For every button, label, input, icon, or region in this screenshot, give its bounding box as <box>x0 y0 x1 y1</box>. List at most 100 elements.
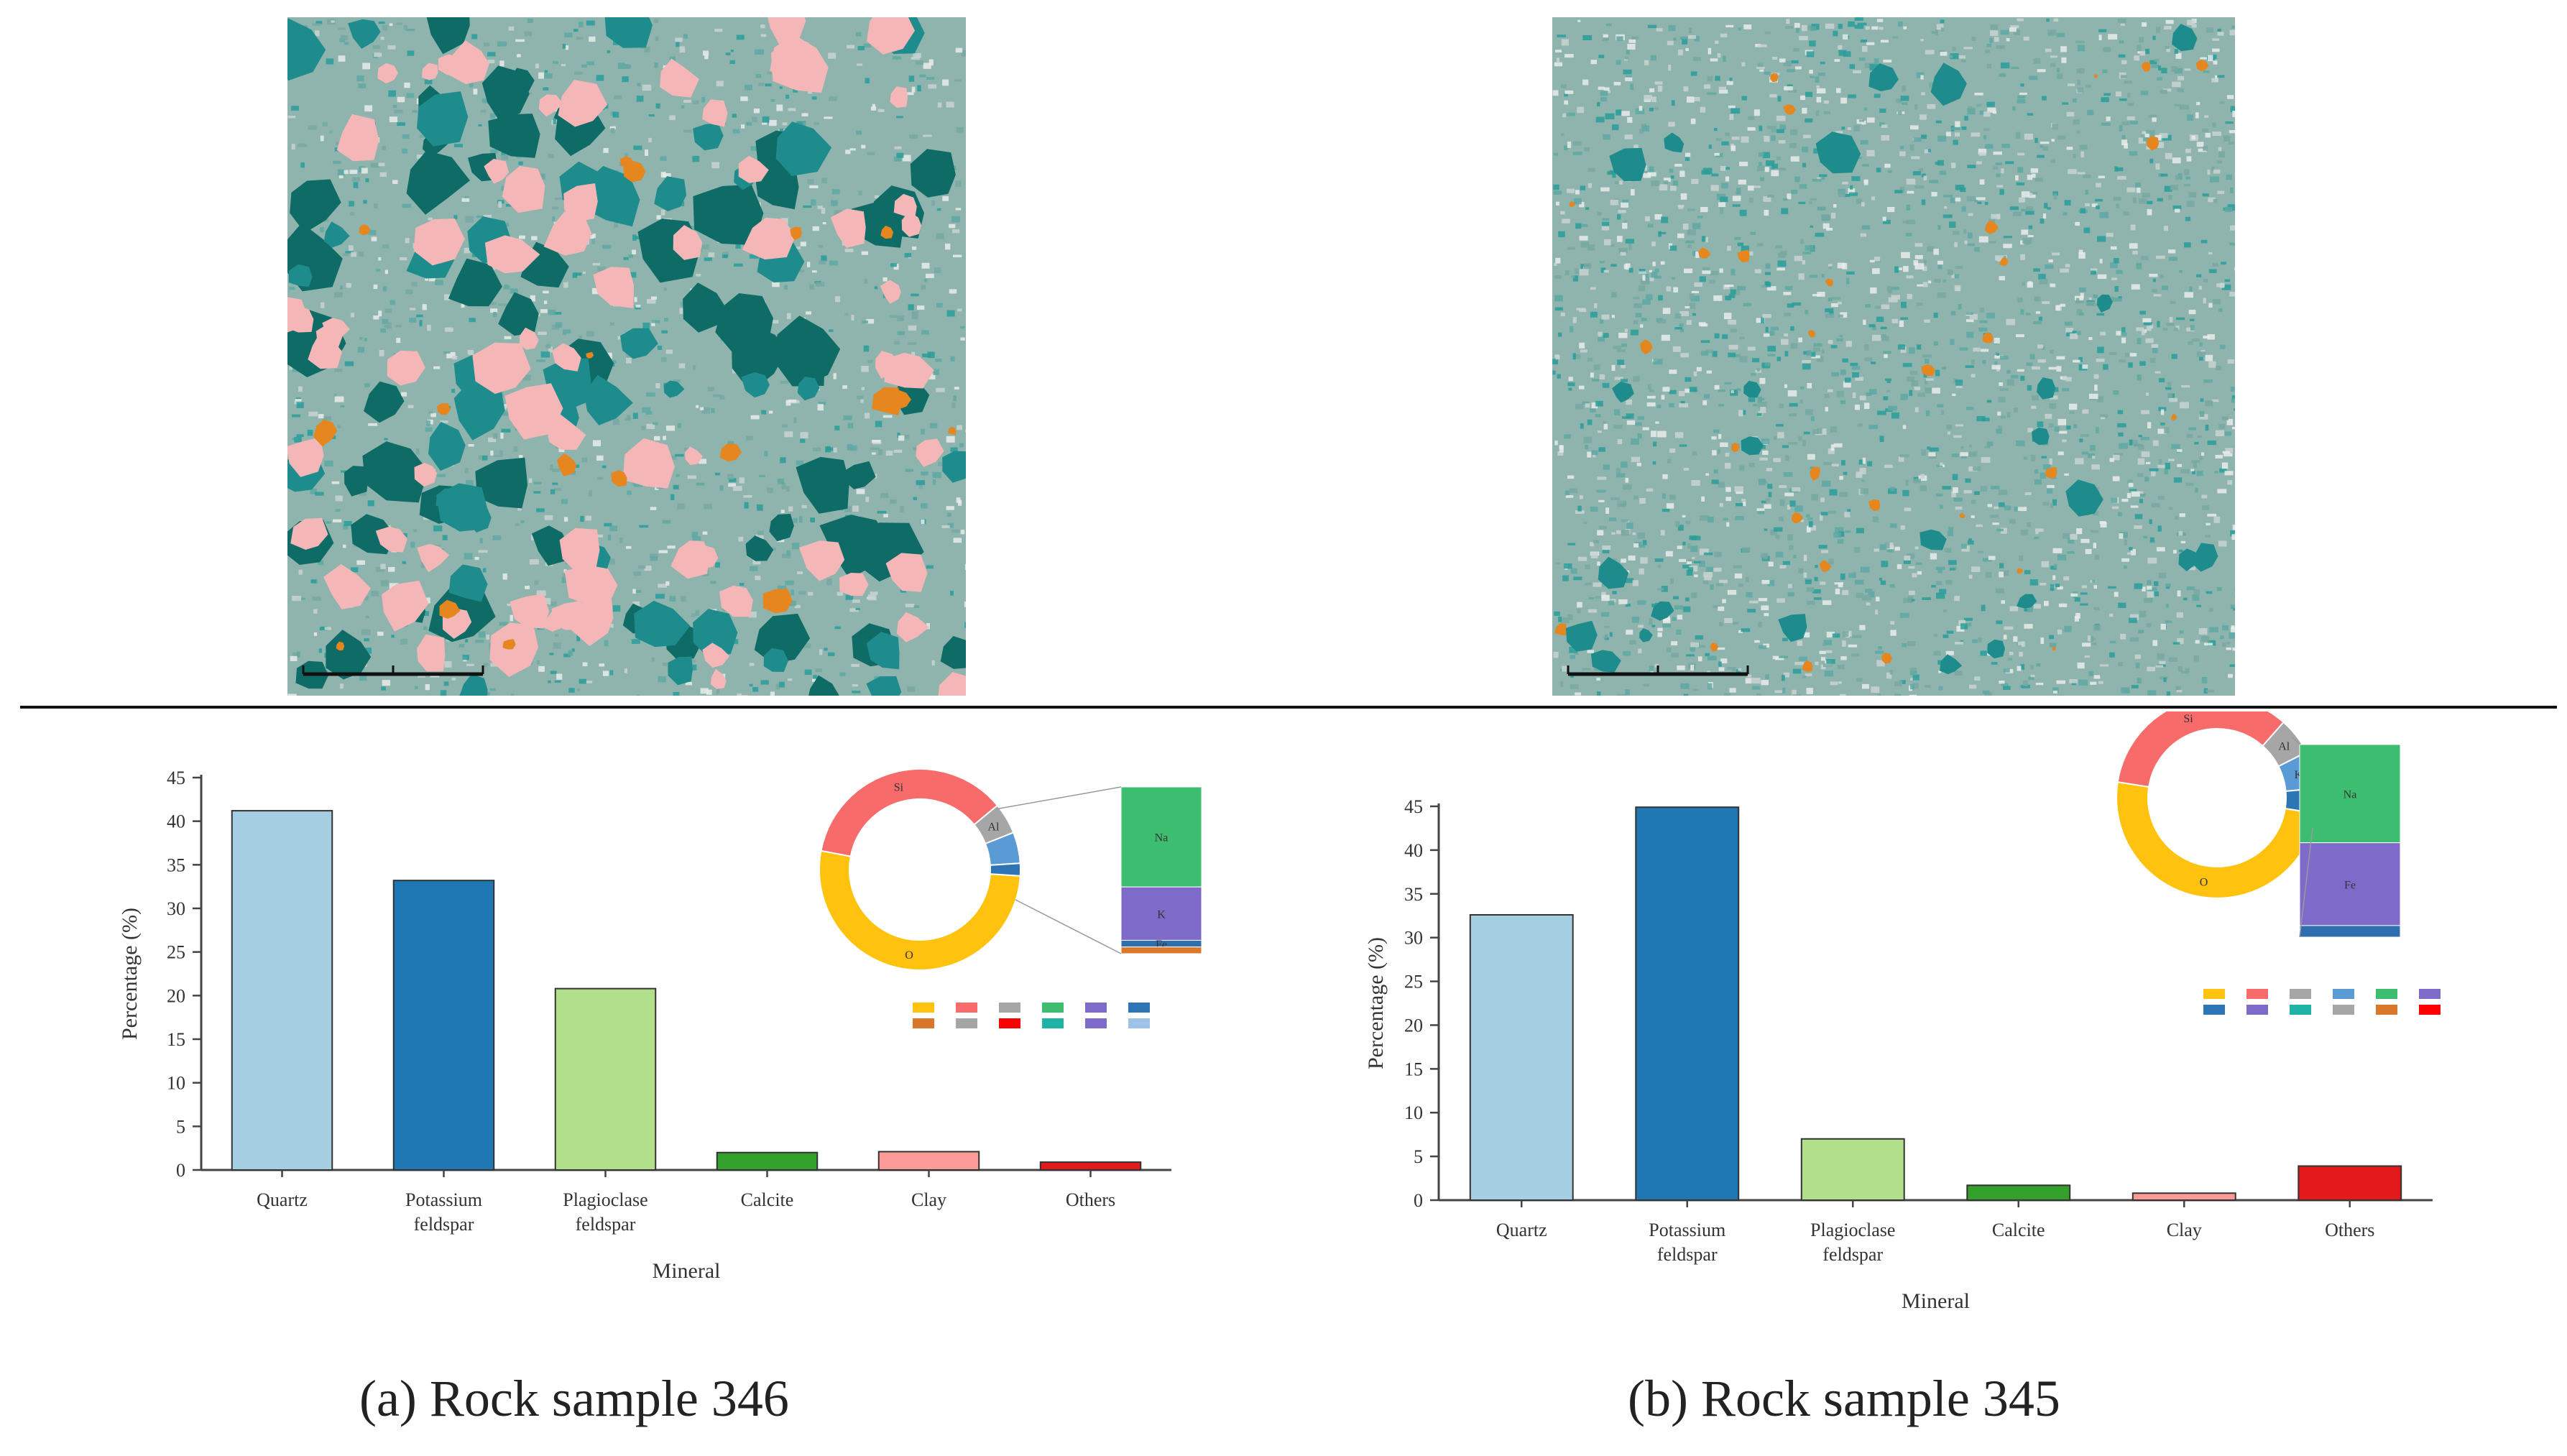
micro-speckle <box>804 669 812 676</box>
micro-speckle <box>610 623 614 628</box>
micro-speckle <box>1651 180 1660 186</box>
micro-speckle <box>1907 190 1914 194</box>
micro-speckle <box>1782 445 1789 448</box>
micro-speckle <box>1651 271 1658 278</box>
micro-speckle <box>1721 334 1728 339</box>
micro-speckle <box>1844 512 1851 517</box>
micro-speckle <box>2177 449 2183 452</box>
micro-speckle <box>1578 385 1585 390</box>
micro-speckle <box>1680 400 1685 405</box>
micro-speckle <box>1803 572 1807 578</box>
micro-speckle <box>1577 609 1581 614</box>
micro-speckle <box>1784 492 1794 497</box>
micro-speckle <box>1587 357 1593 361</box>
micro-speckle <box>1884 163 1891 168</box>
micro-speckle <box>845 594 854 600</box>
micro-grain-orange <box>790 226 802 241</box>
micro-speckle <box>2119 124 2123 132</box>
micro-speckle <box>1756 693 1761 696</box>
micro-speckle <box>1968 538 1972 541</box>
micro-speckle <box>927 351 935 359</box>
micro-speckle <box>2061 57 2067 63</box>
micro-speckle <box>1783 60 1792 67</box>
micro-speckle <box>1802 676 1807 678</box>
micro-speckle <box>1593 540 1600 544</box>
micro-speckle <box>2079 287 2086 292</box>
micro-speckle <box>1627 116 1633 123</box>
micro-speckle <box>1598 86 1605 90</box>
micro-speckle <box>504 336 512 340</box>
micro-speckle <box>2037 359 2046 363</box>
micro-speckle <box>2044 203 2048 208</box>
micro-speckle <box>637 83 641 87</box>
micro-speckle <box>1911 156 1920 160</box>
micro-speckle <box>1699 561 1705 567</box>
micro-speckle <box>1920 75 1924 80</box>
micro-speckle <box>919 74 926 78</box>
micro-speckle <box>1724 382 1732 384</box>
micro-speckle <box>2131 491 2140 497</box>
micro-speckle <box>1904 556 1911 561</box>
micro-speckle <box>1600 612 1610 617</box>
micro-speckle <box>1685 47 1689 51</box>
micro-speckle <box>1705 653 1710 657</box>
micro-speckle <box>1587 650 1595 653</box>
micro-speckle <box>2183 184 2190 187</box>
micro-grain-pink <box>502 165 545 213</box>
micro-speckle <box>811 199 816 206</box>
micro-speckle <box>1603 421 1606 425</box>
micro-speckle <box>1603 423 1608 430</box>
micro-speckle <box>378 310 382 317</box>
micro-speckle <box>1718 482 1725 488</box>
micro-speckle <box>1666 286 1672 292</box>
micro-speckle <box>510 693 515 696</box>
micro-speckle <box>1616 109 1621 116</box>
micro-grain-pink <box>413 218 465 266</box>
micro-speckle <box>1661 586 1668 592</box>
stack-segment <box>2299 925 2401 938</box>
micro-speckle <box>602 244 612 249</box>
micro-speckle <box>2149 273 2158 277</box>
micro-speckle <box>444 661 452 668</box>
micro-speckle <box>877 510 887 514</box>
micro-speckle <box>725 52 731 55</box>
micro-speckle <box>2137 458 2145 465</box>
micro-speckle <box>780 457 786 464</box>
micro-speckle <box>2142 318 2152 323</box>
micro-speckle <box>492 433 498 439</box>
micro-speckle <box>1595 116 1605 123</box>
micro-speckle <box>1683 606 1691 612</box>
micro-speckle <box>1896 98 1902 103</box>
micro-speckle <box>478 124 482 126</box>
micro-speckle <box>2025 241 2029 245</box>
micro-speckle <box>2157 525 2162 532</box>
micro-speckle <box>1820 657 1826 661</box>
micro-speckle <box>1824 394 1830 398</box>
micro-speckle <box>2030 168 2039 173</box>
micro-speckle <box>322 121 328 127</box>
micro-speckle <box>798 591 806 595</box>
micro-speckle <box>1642 299 1651 305</box>
micro-speckle <box>2100 522 2107 528</box>
micro-speckle <box>953 538 962 543</box>
stack-segment-label: K <box>1157 908 1166 921</box>
micro-speckle <box>2196 471 2203 476</box>
micro-speckle <box>2091 456 2096 459</box>
micro-speckle <box>2001 683 2009 686</box>
micro-speckle <box>1969 313 1978 320</box>
micro-speckle <box>1713 469 1718 474</box>
micro-speckle <box>2157 77 2162 80</box>
micro-speckle <box>1658 295 1663 301</box>
micro-speckle <box>1805 118 1813 123</box>
micro-speckle <box>2157 321 2160 328</box>
micro-speckle <box>2188 341 2193 345</box>
micro-speckle <box>1921 449 1927 456</box>
micro-speckle <box>768 410 773 414</box>
micro-speckle <box>1998 425 2002 430</box>
x-tick-label: Others <box>1066 1189 1115 1210</box>
micro-speckle <box>1759 457 1768 461</box>
micro-speckle <box>339 683 344 689</box>
micro-speckle <box>2216 365 2221 371</box>
micro-speckle <box>2026 206 2034 211</box>
micro-speckle <box>554 487 562 492</box>
